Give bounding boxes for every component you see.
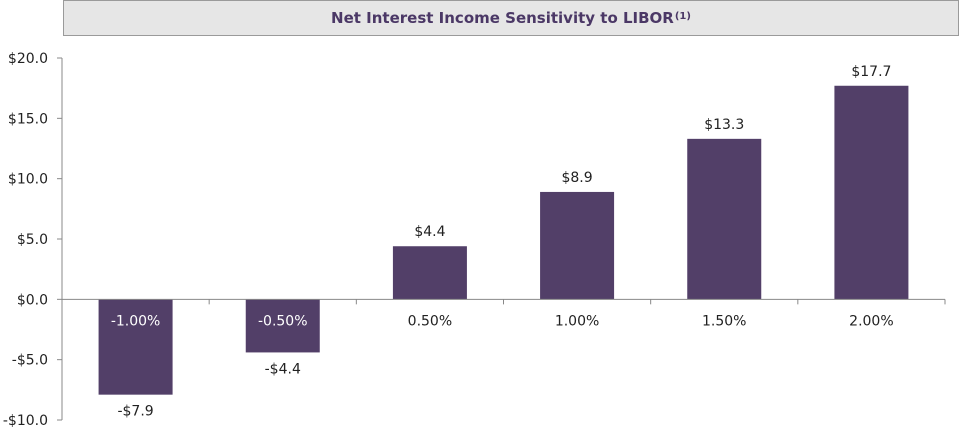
data-label: $17.7	[851, 64, 891, 80]
y-tick-label: $5.0	[17, 232, 48, 248]
category-label: -1.00%	[111, 313, 161, 329]
data-label: -$4.4	[265, 361, 301, 377]
category-label: -0.50%	[258, 313, 308, 329]
bar	[98, 299, 173, 395]
y-tick-label: $20.0	[8, 51, 48, 67]
y-tick-label: $10.0	[8, 172, 48, 188]
y-tick-label: $0.0	[17, 292, 48, 308]
data-label: $13.3	[704, 117, 744, 133]
data-label: -$7.9	[117, 404, 153, 420]
chart-title: Net Interest Income Sensitivity to LIBOR	[331, 9, 674, 27]
chart-title-footnote: (1)	[674, 10, 691, 22]
data-label: $4.4	[414, 224, 445, 240]
bar	[392, 246, 467, 300]
y-tick-label: -$5.0	[12, 353, 48, 369]
data-label: $8.9	[561, 170, 592, 186]
category-label: 1.00%	[555, 313, 599, 329]
bar	[834, 85, 909, 300]
category-label: 0.50%	[408, 313, 452, 329]
chart-title-box: Net Interest Income Sensitivity to LIBOR…	[63, 0, 959, 36]
category-label: 2.00%	[849, 313, 893, 329]
y-tick-label: -$10.0	[3, 413, 48, 429]
bar	[245, 299, 320, 353]
y-tick-label: $15.0	[8, 111, 48, 127]
bar	[687, 138, 762, 300]
category-label: 1.50%	[702, 313, 746, 329]
bar	[540, 191, 615, 300]
